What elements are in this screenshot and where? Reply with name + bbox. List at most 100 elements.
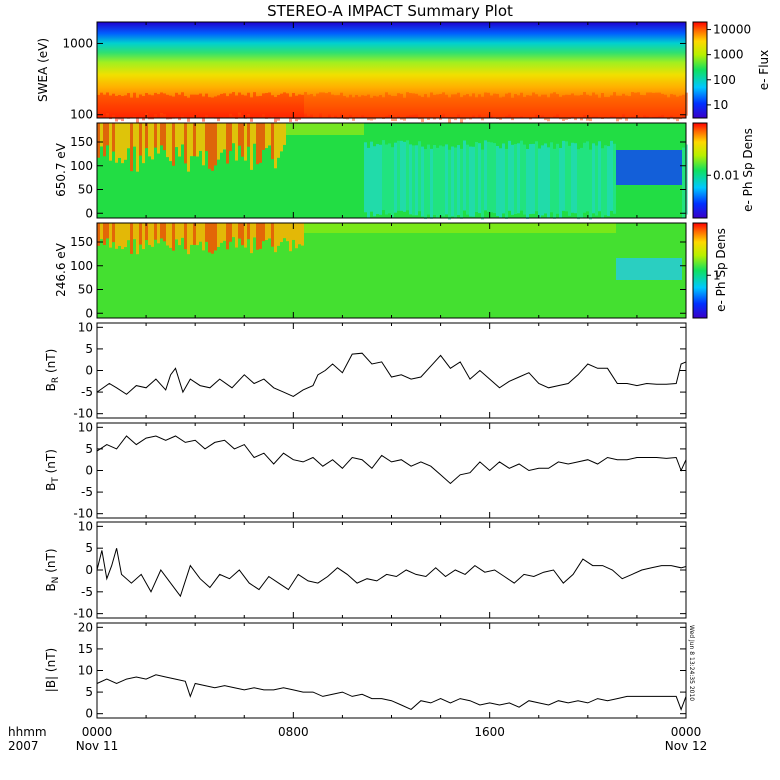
spectrogram-streak [340, 223, 343, 233]
spectrogram-streak [430, 223, 433, 233]
spectrogram-streak [409, 93, 412, 116]
spectrogram-streak [139, 223, 142, 245]
spectrogram-streak [376, 144, 379, 215]
spectrogram-streak [193, 223, 196, 245]
spectrogram-streak [322, 223, 325, 233]
spectrogram-streak [373, 223, 376, 233]
spectrogram-streak [406, 223, 409, 233]
spectrogram-streak [496, 145, 499, 216]
y-tick-label: -5 [81, 485, 93, 499]
spectrogram-streak [238, 92, 241, 113]
spectrogram-streak [289, 123, 292, 135]
spectrogram-streak [658, 150, 661, 185]
pad246-spectrogram-texture [97, 223, 682, 280]
spectrogram-streak [598, 141, 601, 212]
spectrogram-streak [466, 94, 469, 119]
y-tick-label: 150 [70, 235, 93, 249]
spectrogram-streak [619, 150, 622, 185]
spectrogram-streak [445, 144, 448, 215]
spectrogram-streak [397, 140, 400, 211]
spectrogram-streak [331, 223, 334, 233]
spectrogram-streak [214, 223, 217, 251]
spectrogram-streak [412, 223, 415, 233]
spectrogram-streak [436, 223, 439, 233]
spectrogram-streak [577, 95, 580, 118]
spectrogram-streak [478, 223, 481, 233]
spectrogram-streak [244, 123, 247, 161]
spectrogram-streak [367, 147, 370, 218]
br-y-ticks: -10 -5 0 5 10 [73, 320, 687, 421]
spectrogram-streak [247, 123, 250, 147]
spectrogram-streak [451, 223, 454, 233]
spectrogram-streak [538, 223, 541, 233]
figure-title: STEREO-A IMPACT Summary Plot [267, 2, 513, 20]
spectrogram-streak [103, 94, 106, 118]
spectrogram-streak [178, 123, 181, 157]
spectrogram-streak [160, 123, 163, 146]
spectrogram-streak [595, 223, 598, 233]
spectrogram-streak [442, 92, 445, 114]
spectrogram-streak [652, 92, 655, 117]
spectrogram-streak [583, 92, 586, 116]
spectrogram-streak [637, 92, 640, 117]
spectrogram-streak [352, 123, 355, 135]
spectrogram-streak [457, 145, 460, 216]
x-tick-label: 1600 [474, 725, 505, 739]
spectrogram-streak [181, 223, 184, 238]
spectrogram-streak [385, 144, 388, 215]
spectrogram-streak [202, 123, 205, 166]
spectrogram-streak [151, 95, 154, 120]
spectrogram-streak [175, 223, 178, 240]
spectrogram-streak [505, 93, 508, 117]
spectrogram-streak [313, 123, 316, 135]
colorbar-tick-label: 10 [713, 98, 728, 112]
spectrogram-streak [469, 96, 472, 120]
spectrogram-streak [526, 95, 529, 119]
spectrogram-streak [154, 92, 157, 115]
spectrogram-streak [625, 258, 628, 280]
spectrogram-streak [259, 223, 262, 249]
colorbar-tick-label: 100 [713, 73, 736, 87]
spectrogram-streak [232, 223, 235, 238]
spectrogram-streak [250, 223, 253, 254]
spectrogram-streak [607, 97, 610, 119]
spectrogram-streak [361, 223, 364, 233]
spectrogram-streak [163, 93, 166, 115]
spectrogram-streak [547, 147, 550, 218]
spectrogram-streak [643, 258, 646, 280]
spectrogram-streak [229, 123, 232, 152]
spectrogram-streak [298, 123, 301, 135]
spectrogram-streak [364, 142, 367, 213]
spectrogram-streak [346, 223, 349, 233]
bmag-panel: 0 5 10 15 20 |B| (nT) Wed Jun 8 13:24:35 201… [44, 620, 695, 720]
spectrogram-streak [532, 223, 535, 233]
spectrogram-streak [382, 140, 385, 211]
timestamp-stamp: Wed Jun 8 13:24:35 2010 [688, 625, 695, 701]
spectrogram-streak [142, 96, 145, 121]
spectrogram-streak [130, 97, 133, 118]
spectrogram-streak [160, 92, 163, 113]
spectrogram-streak [553, 223, 556, 233]
spectrogram-streak [142, 123, 145, 164]
y-tick-label: 0 [85, 563, 93, 577]
spectrogram-streak [574, 95, 577, 121]
spectrogram-streak [559, 96, 562, 120]
spectrogram-streak [409, 144, 412, 215]
spectrogram-streak [133, 92, 136, 117]
spectrogram-streak [634, 258, 637, 280]
spectrogram-streak [616, 150, 619, 185]
spectrogram-streak [394, 223, 397, 233]
spectrogram-streak [667, 258, 670, 280]
spectrogram-streak [208, 97, 211, 118]
spectrogram-streak [304, 92, 307, 114]
spectrogram-streak [388, 223, 391, 233]
spectrogram-streak [628, 150, 631, 185]
spectrogram-streak [640, 258, 643, 280]
y-tick-label: 5 [85, 685, 93, 699]
spectrogram-streak [517, 223, 520, 233]
spectrogram-streak [445, 223, 448, 233]
spectrogram-streak [484, 223, 487, 233]
spectrogram-streak [181, 92, 184, 116]
pad650-colorbar-label: e- Ph Sp Dens [741, 128, 755, 212]
spectrogram-streak [487, 141, 490, 212]
